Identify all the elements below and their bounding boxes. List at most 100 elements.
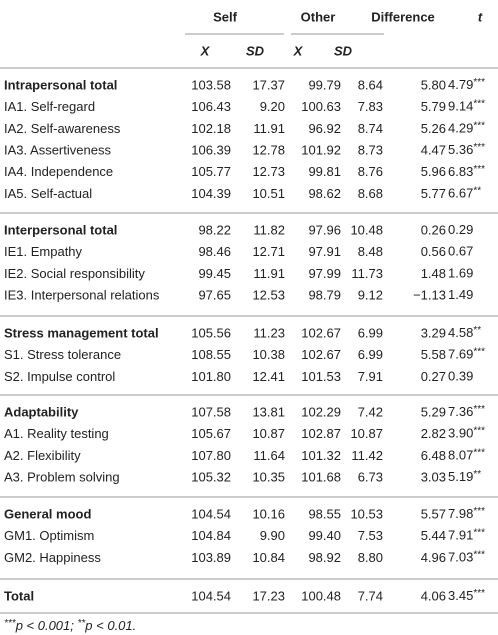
footnote: ***p < 0.001; **p < 0.01. [4,618,136,634]
t-sig: ** [473,185,481,196]
cell: 103.58 [191,77,231,92]
row-label: A1. Reality testing [4,426,109,441]
t-cell: 7.03*** [448,549,485,565]
cell: 99.40 [308,528,341,543]
cell: 105.56 [191,325,231,340]
cell: 104.54 [191,506,231,521]
cell: 11.91 [253,121,285,136]
t-sig: ** [473,325,481,336]
row-label: S1. Stress tolerance [4,347,121,362]
cell: 99.79 [308,77,341,92]
cell: 11.64 [253,448,285,463]
cell: 7.53 [358,528,383,543]
cell: 103.89 [191,550,231,565]
t-sig: *** [473,163,485,174]
cell: 98.62 [308,186,341,201]
cell: 6.48 [421,448,446,463]
cell: 105.67 [191,426,231,441]
cell: 12.78 [252,143,285,158]
cell: 10.38 [252,347,285,362]
cell: 98.92 [308,550,341,565]
row-label: Intrapersonal total [4,77,117,92]
cell: 5.57 [421,506,446,521]
cell: 100.63 [301,99,341,114]
row-label: IA1. Self-regard [4,99,95,114]
cell: 97.91 [308,244,341,259]
cell: 12.73 [252,164,285,179]
t-cell: 4.79*** [448,77,485,93]
t-sig: *** [473,549,485,560]
footnote-text: p < 0.01. [84,618,136,633]
cell: 0.26 [421,222,446,237]
cell: −1.13 [413,288,446,303]
cell: 101.68 [301,470,341,485]
subheader: X [200,43,211,58]
cell: 12.71 [252,244,285,259]
row-label: IA4. Independence [4,164,113,179]
row-label: S2. Impulse control [4,369,115,384]
cell: 98.22 [198,222,231,237]
t-value: 3.45 [448,588,473,603]
t-cell: 8.07*** [448,447,485,463]
cell: 9.90 [260,528,285,543]
t-cell: 4.58** [448,325,481,341]
t-value: 7.36 [448,404,473,419]
cell: 101.80 [191,369,231,384]
cell: 6.99 [358,325,383,340]
cell: 108.55 [191,347,231,362]
cell: 11.23 [253,325,285,340]
cell: 97.96 [308,222,341,237]
t-cell: 7.98*** [448,506,485,522]
cell: 5.58 [421,347,446,362]
cell: 101.53 [301,369,341,384]
subheader: SD [246,43,265,58]
cell: 6.99 [358,347,383,362]
cell: 7.91 [358,369,383,384]
subheader: X [293,43,304,58]
t-value: 1.49 [448,288,473,303]
cell: 5.79 [421,99,446,114]
cell: 98.46 [198,244,231,259]
cell: 97.65 [198,288,231,303]
cell: 3.03 [421,470,446,485]
t-cell: 9.14*** [448,98,485,114]
t-value: 0.39 [448,369,473,384]
t-sig: *** [473,404,485,415]
cell: 10.51 [252,186,285,201]
header-difference: Difference [371,9,435,24]
cell: 9.20 [260,99,285,114]
cell: 107.58 [191,404,231,419]
row-label: IA3. Assertiveness [4,143,111,158]
cell: 0.27 [421,369,446,384]
t-value: 1.69 [448,266,473,281]
cell: 97.99 [308,266,341,281]
cell: 12.41 [252,369,285,384]
t-sig: *** [473,142,485,153]
cell: 17.37 [252,77,285,92]
t-value: 8.07 [448,448,473,463]
footnote-text: p < 0.001; [15,618,78,633]
cell: 102.18 [191,121,231,136]
t-sig: *** [473,527,485,538]
cell: 104.54 [191,588,231,603]
row-label: GM2. Happiness [4,550,101,565]
cell: 10.87 [252,426,285,441]
cell: 8.64 [358,77,383,92]
t-value: 0.29 [448,222,473,237]
cell: 106.43 [191,99,231,114]
row-label: Total [4,588,34,603]
row-label: IE2. Social responsibility [4,266,145,281]
t-cell: 7.69*** [448,346,485,362]
t-value: 0.67 [448,244,473,259]
row-label: A2. Flexibility [4,448,81,463]
cell: 96.92 [308,121,341,136]
cell: 7.74 [358,588,383,603]
cell: 98.79 [308,288,341,303]
footnote-sup: ** [78,618,87,629]
t-cell: 5.36*** [448,142,485,158]
row-label: IE3. Interpersonal relations [4,288,160,303]
row-label: General mood [4,506,91,521]
t-cell: 1.49 [448,288,473,303]
cell: 101.92 [301,143,341,158]
